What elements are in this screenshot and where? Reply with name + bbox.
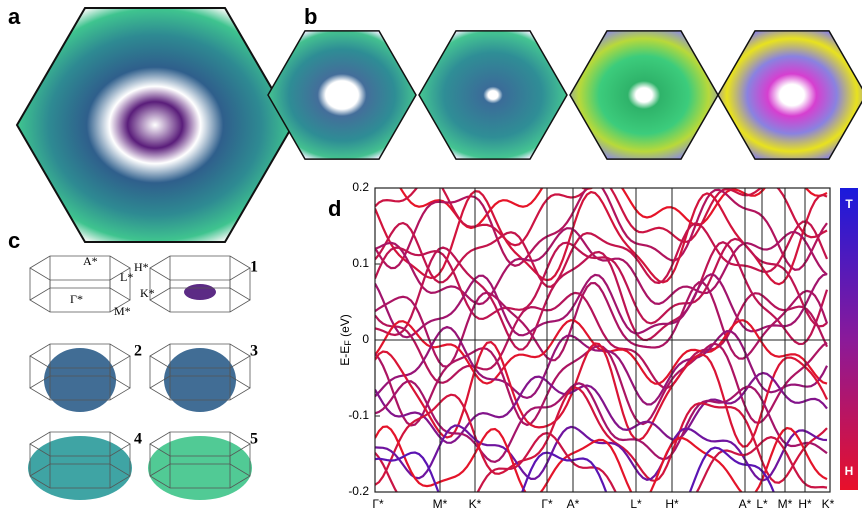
x-tick-label: K* — [469, 497, 482, 511]
surface-number: 4 — [134, 431, 142, 448]
x-tick-label: A* — [739, 497, 752, 511]
y-tick-label: 0.2 — [352, 180, 369, 194]
bz-label: Γ* — [70, 292, 83, 306]
colorbar-label: H — [845, 464, 854, 478]
bz-label: H* — [134, 260, 149, 274]
x-tick-label: H* — [798, 497, 812, 511]
surface-number: 1 — [250, 259, 258, 276]
panel-label: d — [328, 196, 341, 221]
y-axis-label: (eV) — [338, 314, 352, 340]
surface-number: 5 — [250, 431, 258, 448]
x-tick-label: M* — [778, 497, 793, 511]
x-tick-label: Γ* — [372, 497, 384, 511]
y-tick-label: -0.2 — [348, 484, 369, 498]
bz-label: A* — [83, 254, 98, 268]
x-tick-label: H* — [665, 497, 679, 511]
panel-label: a — [8, 4, 21, 29]
bz-face — [150, 256, 250, 280]
hexagon-row — [268, 31, 862, 159]
fermi-pocket — [184, 284, 216, 300]
colorbar — [840, 188, 858, 490]
x-tick-label: K* — [822, 497, 835, 511]
x-tick-label: L* — [630, 497, 642, 511]
panel-label: b — [304, 4, 317, 29]
x-tick-label: L* — [756, 497, 768, 511]
x-tick-label: A* — [567, 497, 580, 511]
band-curves — [375, 168, 827, 516]
figure: a b c d A* H* L* K* Γ* M* 1 2 3 4 5 E-EF… — [0, 0, 862, 516]
band-curve — [375, 168, 827, 228]
panel-label: c — [8, 228, 20, 253]
fermi-surface-hexagon — [570, 31, 718, 159]
surface-number: 3 — [250, 343, 258, 360]
fermi-surface-hexagon — [718, 31, 862, 159]
fermi-pocket — [164, 348, 236, 412]
bz-label: K* — [140, 286, 155, 300]
bz-label: L* — [120, 270, 133, 284]
bz-label: M* — [114, 304, 131, 318]
fermi-surface-hexagon — [419, 31, 567, 159]
y-axis-label: E-E — [338, 346, 352, 366]
x-tick-label: Γ* — [541, 497, 553, 511]
y-tick-label: 0.1 — [352, 256, 369, 270]
y-tick-label: 0 — [362, 332, 369, 346]
x-tick-label: M* — [433, 497, 448, 511]
fermi-pocket — [44, 348, 116, 412]
colorbar-label: T — [845, 197, 853, 211]
bz-face — [30, 256, 130, 280]
fermi-surface-hexagon — [17, 8, 293, 242]
y-axis-label: E-EF (eV) — [338, 314, 353, 366]
fermi-surface-hexagon — [268, 31, 416, 159]
y-tick-label: -0.1 — [348, 408, 369, 422]
surface-number: 2 — [134, 343, 142, 360]
